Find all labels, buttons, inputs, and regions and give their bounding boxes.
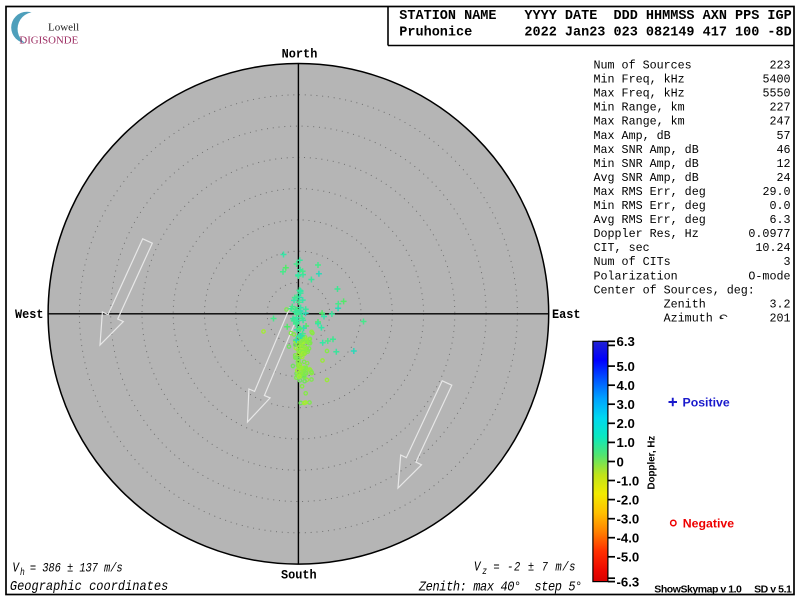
svg-text:Avg SNR Amp, dB: Avg SNR Amp, dB — [594, 171, 699, 185]
svg-text:Zenith: max 40° step 5°: Zenith: max 40° step 5° — [418, 579, 582, 595]
svg-text:227: 227 — [769, 101, 790, 115]
svg-text:SD v 5.1: SD v 5.1 — [754, 584, 792, 596]
svg-text:Positive: Positive — [683, 396, 730, 410]
svg-text:z: z — [482, 565, 487, 577]
svg-text:= -2 ± 7 m/s: = -2 ± 7 m/s — [493, 559, 575, 574]
svg-text:6.3: 6.3 — [617, 334, 635, 349]
svg-text:YYYY DATE DDD HHMMSS AXN PPS: YYYY DATE DDD HHMMSS AXN PPS IGP — [524, 9, 791, 24]
svg-text:-3.0: -3.0 — [617, 511, 640, 526]
svg-text:247: 247 — [769, 115, 790, 129]
svg-text:Center of Sources, deg:: Center of Sources, deg: — [594, 283, 755, 297]
svg-text:Num of Sources: Num of Sources — [594, 59, 692, 73]
svg-text:10.24: 10.24 — [755, 241, 790, 255]
svg-text:O-mode: O-mode — [748, 269, 790, 283]
svg-text:3.0: 3.0 — [617, 397, 635, 412]
svg-text:46: 46 — [776, 143, 790, 157]
svg-text:Geographic coordinates: Geographic coordinates — [10, 578, 168, 594]
svg-text:West: West — [15, 308, 44, 323]
svg-text:57: 57 — [776, 129, 790, 143]
svg-text:-5.0: -5.0 — [617, 550, 640, 565]
svg-text:223: 223 — [769, 59, 790, 73]
svg-text:Min RMS Err, deg: Min RMS Err, deg — [594, 199, 706, 213]
svg-text:0.0: 0.0 — [769, 199, 790, 213]
svg-text:Min SNR Amp, dB: Min SNR Amp, dB — [594, 157, 699, 171]
svg-text:South: South — [281, 568, 317, 583]
svg-text:V: V — [474, 559, 482, 574]
svg-text:Max Amp, dB: Max Amp, dB — [594, 129, 671, 143]
svg-text:Polarization: Polarization — [594, 269, 678, 283]
svg-text:V: V — [12, 560, 20, 575]
svg-text:North: North — [282, 47, 318, 62]
svg-text:0.0977: 0.0977 — [748, 227, 790, 241]
svg-text:-2.0: -2.0 — [617, 492, 640, 507]
svg-text:Avg RMS Err, deg: Avg RMS Err, deg — [594, 213, 706, 227]
svg-text:Zenith: Zenith — [594, 297, 706, 311]
svg-text:2.0: 2.0 — [617, 416, 635, 431]
svg-text:12: 12 — [776, 157, 790, 171]
svg-text:-4.0: -4.0 — [617, 531, 640, 546]
svg-text:29.0: 29.0 — [762, 185, 790, 199]
svg-text:5.0: 5.0 — [617, 359, 635, 374]
svg-text:Max RMS Err, deg: Max RMS Err, deg — [594, 185, 706, 199]
svg-text:DIGISONDE: DIGISONDE — [19, 34, 78, 46]
svg-text:Min Freq, kHz: Min Freq, kHz — [594, 73, 685, 87]
svg-text:6.3: 6.3 — [769, 213, 790, 227]
svg-text:Lowell: Lowell — [48, 21, 79, 33]
svg-text:3.2: 3.2 — [769, 297, 790, 311]
svg-text:East: East — [552, 308, 581, 323]
svg-text:Min Range, km: Min Range, km — [594, 101, 685, 115]
svg-text:0: 0 — [617, 454, 624, 469]
svg-text:201: 201 — [769, 311, 790, 325]
svg-text:Max Range, km: Max Range, km — [594, 115, 685, 129]
svg-text:ShowSkymap v 1.0: ShowSkymap v 1.0 — [654, 584, 742, 596]
svg-text:3: 3 — [783, 255, 790, 269]
svg-text:2022 Jan23 023 082149 417 100: 2022 Jan23 023 082149 417 100 -8D — [524, 26, 791, 41]
svg-text:h: h — [20, 566, 25, 578]
svg-text:Doppler, Hz: Doppler, Hz — [647, 436, 658, 490]
svg-text:5550: 5550 — [762, 87, 790, 101]
svg-text:Max Freq, kHz: Max Freq, kHz — [594, 87, 685, 101]
svg-text:Max SNR Amp, dB: Max SNR Amp, dB — [594, 143, 699, 157]
svg-text:= 386 ± 137 m/s: = 386 ± 137 m/s — [30, 560, 123, 575]
svg-text:5400: 5400 — [762, 73, 790, 87]
svg-text:Doppler Res, Hz: Doppler Res, Hz — [594, 227, 699, 241]
svg-text:Pruhonice: Pruhonice — [399, 26, 472, 41]
svg-text:-1.0: -1.0 — [617, 473, 640, 488]
svg-text:1.0: 1.0 — [617, 435, 635, 450]
svg-text:-6.3: -6.3 — [617, 574, 640, 589]
svg-text:Azimuth: Azimuth — [594, 311, 713, 325]
svg-text:STATION NAME: STATION NAME — [399, 9, 496, 24]
svg-text:24: 24 — [776, 171, 790, 185]
svg-text:Num of CITs: Num of CITs — [594, 255, 671, 269]
svg-text:CIT, sec: CIT, sec — [594, 241, 650, 255]
svg-text:Negative: Negative — [683, 516, 734, 530]
svg-text:4.0: 4.0 — [617, 378, 635, 393]
